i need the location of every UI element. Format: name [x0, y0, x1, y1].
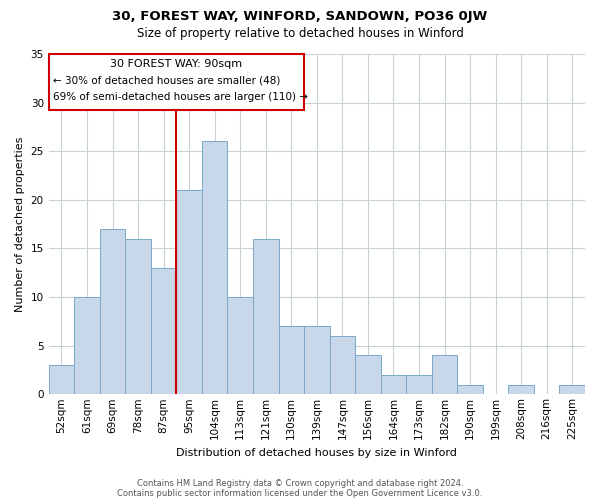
Bar [227, 297, 253, 394]
Bar [457, 384, 483, 394]
Bar [406, 375, 432, 394]
Text: 69% of semi-detached houses are larger (110) →: 69% of semi-detached houses are larger (… [53, 92, 308, 102]
FancyBboxPatch shape [49, 54, 304, 110]
Bar [253, 238, 278, 394]
Bar [329, 336, 355, 394]
Text: Contains HM Land Registry data © Crown copyright and database right 2024.: Contains HM Land Registry data © Crown c… [137, 478, 463, 488]
Y-axis label: Number of detached properties: Number of detached properties [15, 136, 25, 312]
Bar [100, 229, 125, 394]
Bar [151, 268, 176, 394]
Bar [432, 356, 457, 395]
X-axis label: Distribution of detached houses by size in Winford: Distribution of detached houses by size … [176, 448, 457, 458]
Text: Contains public sector information licensed under the Open Government Licence v3: Contains public sector information licen… [118, 488, 482, 498]
Bar [304, 326, 329, 394]
Bar [202, 142, 227, 394]
Text: Size of property relative to detached houses in Winford: Size of property relative to detached ho… [137, 28, 463, 40]
Bar [74, 297, 100, 394]
Text: 30 FOREST WAY: 90sqm: 30 FOREST WAY: 90sqm [110, 59, 242, 69]
Bar [380, 375, 406, 394]
Bar [176, 190, 202, 394]
Bar [355, 356, 380, 395]
Bar [508, 384, 534, 394]
Text: 30, FOREST WAY, WINFORD, SANDOWN, PO36 0JW: 30, FOREST WAY, WINFORD, SANDOWN, PO36 0… [112, 10, 488, 23]
Bar [278, 326, 304, 394]
Bar [49, 365, 74, 394]
Bar [125, 238, 151, 394]
Bar [559, 384, 585, 394]
Text: ← 30% of detached houses are smaller (48): ← 30% of detached houses are smaller (48… [53, 76, 280, 86]
